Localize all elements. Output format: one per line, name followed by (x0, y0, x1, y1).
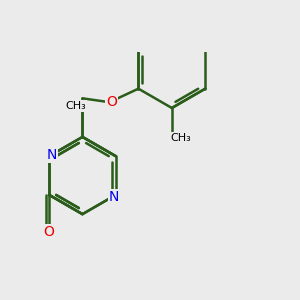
Text: CH₃: CH₃ (160, 0, 180, 1)
Text: CH₃: CH₃ (65, 101, 86, 111)
Text: CH₃: CH₃ (170, 133, 191, 143)
Text: O: O (44, 225, 55, 239)
Text: N: N (47, 148, 57, 163)
Text: O: O (106, 95, 117, 109)
Text: N: N (109, 190, 119, 204)
